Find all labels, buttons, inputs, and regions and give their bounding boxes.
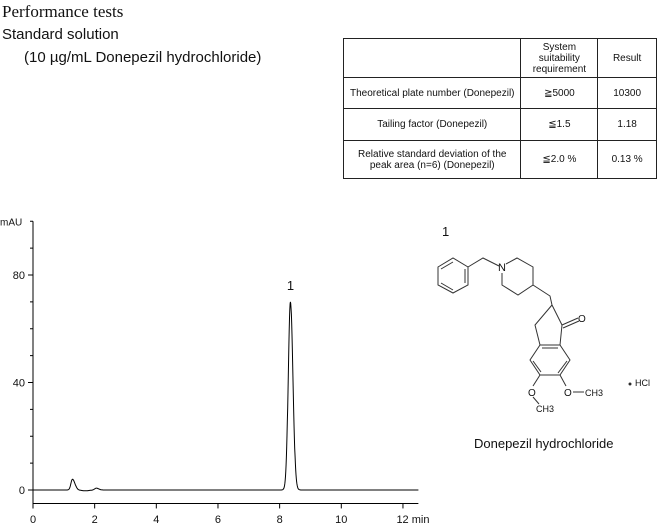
cell: ≦2.0 % bbox=[520, 140, 599, 179]
y-tick-label: 0 bbox=[19, 485, 25, 497]
cyclopentanone-ring bbox=[534, 304, 563, 346]
cell: 1.18 bbox=[597, 108, 657, 141]
suitability-table: System suitability requirement Result Th… bbox=[342, 38, 657, 179]
header-cell: Result bbox=[597, 38, 657, 78]
cell: ≧5000 bbox=[520, 77, 599, 109]
x-tick-label: 0 bbox=[30, 514, 36, 526]
cell: Tailing factor (Donepezil) bbox=[342, 108, 522, 141]
y-axis-label: mAU bbox=[0, 217, 22, 228]
x-tick-label: 8 bbox=[277, 514, 283, 526]
x-tick-label: 4 bbox=[153, 514, 159, 526]
methyl-group: CH3 bbox=[536, 404, 554, 414]
cell: 0.13 % bbox=[597, 140, 657, 179]
x-tick-label: 2 bbox=[92, 514, 98, 526]
methoxy-oxygen: O bbox=[564, 388, 572, 399]
cell: Relative standard deviation of the peak … bbox=[342, 140, 522, 179]
methyl-group: CH3 bbox=[585, 388, 603, 398]
salt-dot bbox=[628, 382, 632, 386]
salt-label: HCl bbox=[635, 378, 650, 388]
benzo-ring bbox=[529, 344, 571, 376]
linker-bond bbox=[532, 284, 553, 306]
x-tick-label: 12 min bbox=[396, 514, 429, 526]
compound-name: Donepezil hydrochloride bbox=[474, 436, 613, 451]
table-row: Relative standard deviation of the peak … bbox=[342, 140, 657, 179]
table-header-row: System suitability requirement Result bbox=[342, 38, 657, 78]
methoxy-oxygen: O bbox=[528, 388, 536, 399]
nitrogen-atom: N bbox=[498, 262, 506, 274]
sample-description: (10 µg/mL Donepezil hydrochloride) bbox=[24, 49, 262, 66]
x-tick-label: 10 bbox=[335, 514, 347, 526]
header-cell bbox=[342, 38, 522, 78]
y-tick-label: 40 bbox=[13, 378, 25, 390]
peak-label: 1 bbox=[287, 278, 294, 293]
piperidine-ring bbox=[501, 257, 534, 296]
y-tick-label: 80 bbox=[13, 270, 25, 282]
heading: Performance tests bbox=[2, 2, 124, 21]
x-tick-label: 6 bbox=[215, 514, 221, 526]
chromatogram-trace bbox=[33, 301, 419, 492]
compound-number: 1 bbox=[442, 224, 449, 239]
cell: 10300 bbox=[597, 77, 657, 109]
methylene-bond bbox=[467, 257, 500, 268]
carbonyl-oxygen: O bbox=[578, 314, 586, 325]
subheading: Standard solution bbox=[2, 26, 119, 43]
benzene-ring bbox=[437, 257, 469, 294]
table-row: Theoretical plate number (Donepezil) ≧50… bbox=[342, 77, 657, 109]
